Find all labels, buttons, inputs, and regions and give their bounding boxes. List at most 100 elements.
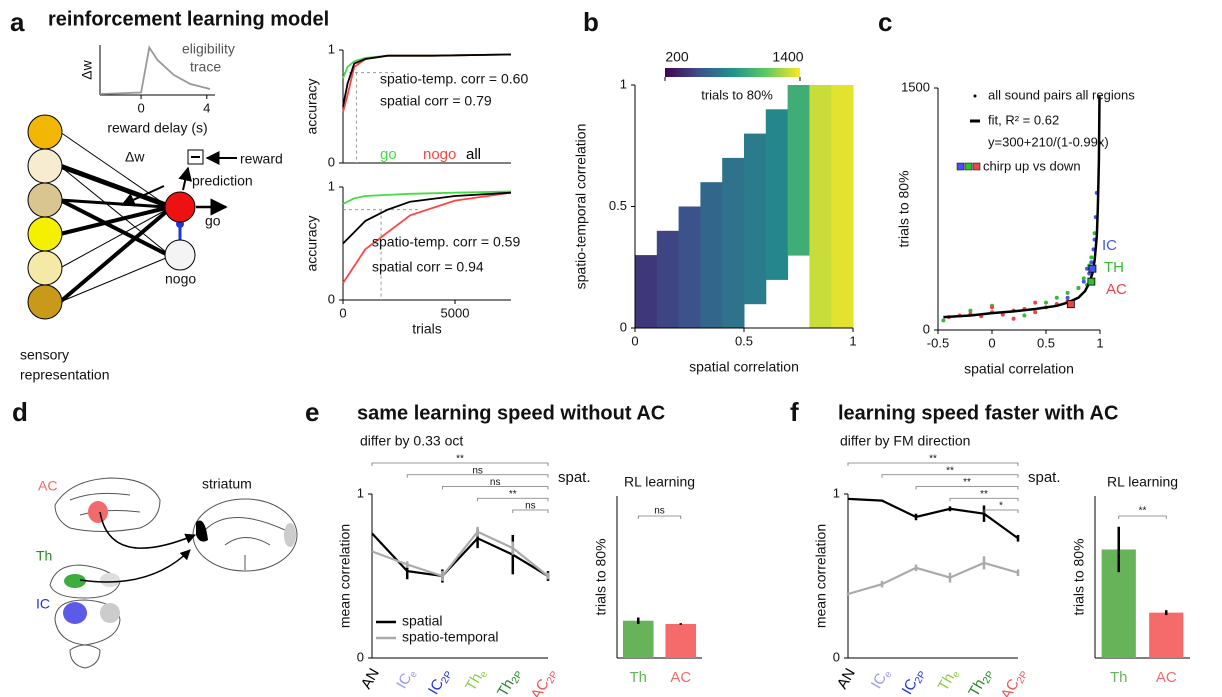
- x-tick-label: 4: [203, 100, 210, 115]
- annotation: trace: [190, 59, 221, 75]
- subtitle: differ by FM direction: [840, 433, 970, 449]
- legend-dot: [974, 95, 977, 98]
- y-tick-label: 1500: [901, 79, 930, 94]
- series-line: [372, 532, 548, 576]
- heatmap-cell: [657, 255, 679, 280]
- legend-label: spatial: [402, 613, 442, 629]
- heatmap-cell: [744, 158, 766, 183]
- fit-line: [943, 96, 1099, 317]
- chirp-marker: [1088, 278, 1095, 285]
- scatter-point: [1033, 301, 1037, 305]
- y-tick-label: 1: [328, 41, 335, 56]
- series-line: [848, 563, 1018, 594]
- heatmap-cell: [700, 304, 722, 329]
- significance-label: ns: [525, 501, 536, 512]
- region-label: AC: [38, 478, 57, 494]
- chart-title: RL learning: [1107, 474, 1178, 490]
- heatmap-cell: [657, 304, 679, 329]
- heatmap-cell: [809, 279, 831, 304]
- colorbar-label: trials to 80%: [701, 87, 773, 102]
- region-label: Th: [36, 548, 52, 564]
- colorbar: [665, 68, 800, 77]
- heatmap-cell: [766, 158, 788, 183]
- significance-label: **: [963, 477, 971, 488]
- x-axis-label: trials: [412, 321, 442, 337]
- x-tick-label: The: [935, 665, 963, 695]
- heatmap-cell: [722, 279, 744, 304]
- scatter-point: [1055, 296, 1059, 300]
- x-tick-label: 0: [137, 100, 144, 115]
- heatmap-cell: [809, 255, 831, 280]
- legend-label: go: [380, 146, 397, 163]
- subtitle: differ by 0.33 oct: [360, 433, 463, 449]
- significance-label: **: [980, 489, 988, 500]
- prediction-label: prediction: [192, 173, 253, 189]
- x-tick-label: The: [462, 665, 490, 695]
- legend-label: chirp up vs down: [983, 158, 1081, 173]
- heatmap-cell: [635, 279, 657, 304]
- x-tick-label: 0: [988, 335, 995, 350]
- y-tick-label: 1: [833, 485, 840, 500]
- scatter-point: [1076, 286, 1080, 290]
- heatmap-cell: [831, 182, 853, 207]
- bar: [1149, 613, 1183, 658]
- heatmap-cell: [809, 304, 831, 329]
- heatmap-cell: [722, 231, 744, 256]
- x-axis-label: spatial correlation: [689, 359, 799, 375]
- x-tick-label: 0: [631, 333, 638, 348]
- heatmap-cell: [700, 255, 722, 280]
- chart-title: RL learning: [624, 474, 695, 490]
- significance-label: ns: [654, 506, 665, 517]
- x-tick-label: AC2P: [528, 665, 561, 697]
- y-axis-label: trials to 80%: [1071, 538, 1087, 615]
- x-tick-label: 0: [339, 305, 346, 320]
- annotation: spatio-temp. corr = 0.59: [372, 234, 520, 250]
- heatmap-cell: [831, 279, 853, 304]
- scatter-point: [941, 318, 945, 322]
- heatmap-cell: [744, 182, 766, 207]
- heatmap-cell: [788, 182, 810, 207]
- heatmap-cell: [831, 158, 853, 183]
- heatmap-cell: [679, 207, 701, 232]
- heatmap-cell: [766, 231, 788, 256]
- region-label: AC: [1106, 281, 1127, 298]
- input-label: sensory: [20, 347, 69, 363]
- heatmap-cell: [766, 182, 788, 207]
- heatmap-cell: [679, 255, 701, 280]
- legend-label: all sound pairs all regions: [988, 87, 1135, 102]
- heatmap-cell: [722, 304, 744, 329]
- legend-swatch: [957, 163, 964, 170]
- delta-w-label: Δw: [125, 149, 145, 165]
- y-tick-label: 0: [833, 649, 840, 664]
- heatmap-cell: [809, 134, 831, 159]
- heatmap-cell: [831, 134, 853, 159]
- y-tick-label: 1: [620, 76, 627, 91]
- x-axis-label: reward delay (s): [107, 120, 207, 136]
- significance-label: ns: [472, 465, 483, 476]
- y-tick-label: 0: [328, 154, 335, 169]
- significance-label: **: [456, 454, 464, 465]
- heatmap-cell: [722, 255, 744, 280]
- y-tick-label: 0: [357, 649, 364, 664]
- heatmap-cell: [831, 85, 853, 110]
- scatter-point: [1082, 276, 1086, 280]
- heatmap-cell: [744, 279, 766, 304]
- heatmap-cell: [831, 109, 853, 134]
- heatmap-cell: [635, 255, 657, 280]
- heatmap-cell: [809, 158, 831, 183]
- x-tick-label: ICe: [868, 665, 895, 693]
- input-label: representation: [20, 367, 110, 383]
- heatmap-cell: [831, 255, 853, 280]
- heatmap-cell: [788, 85, 810, 110]
- heatmap-cell: [766, 255, 788, 280]
- nogo-label: nogo: [165, 271, 196, 287]
- heatmap-cell: [809, 231, 831, 256]
- heatmap-cell: [635, 304, 657, 329]
- x-tick-label: IC2P: [899, 665, 929, 697]
- chirp-marker: [1067, 301, 1074, 308]
- heatmap-cell: [700, 279, 722, 304]
- heatmap-cell: [700, 182, 722, 207]
- y-tick-label: 0.5: [609, 198, 627, 213]
- x-tick-label: Th2P: [494, 665, 525, 697]
- significance-axis: spat.: [558, 469, 591, 486]
